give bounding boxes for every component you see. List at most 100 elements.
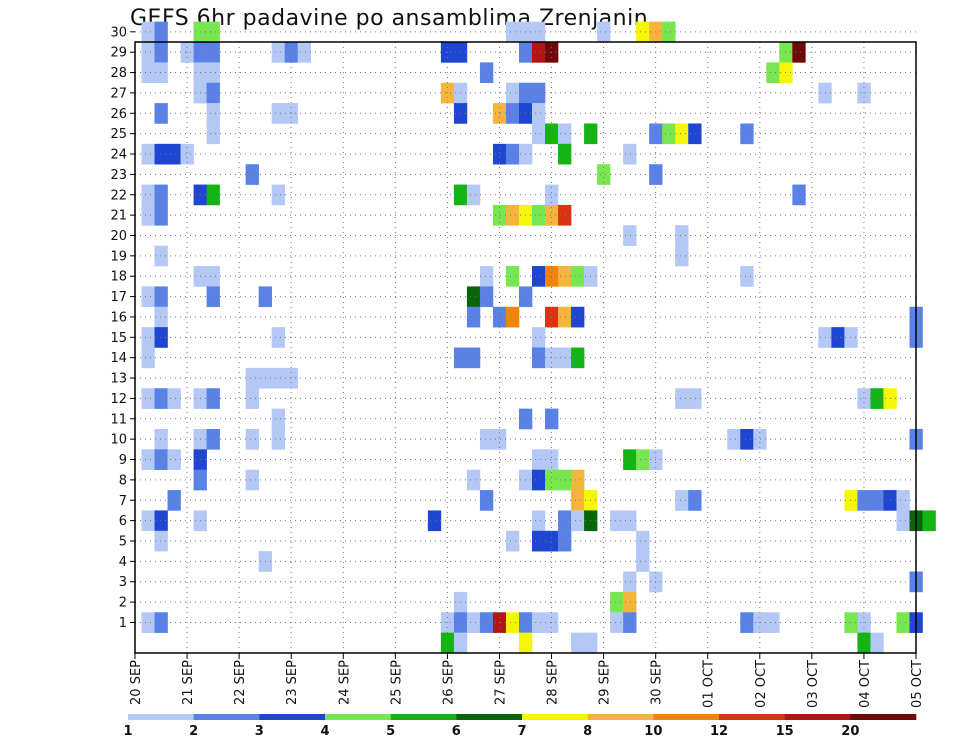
precip-cell: [154, 62, 168, 84]
precip-cell: [154, 428, 168, 450]
precip-cell: [532, 21, 546, 43]
precip-cell: [245, 388, 259, 409]
precip-cell: [154, 245, 168, 267]
colorbar-label: 3: [255, 724, 264, 739]
precip-cell: [922, 510, 936, 532]
precip-cell: [636, 449, 650, 470]
y-tick-label: 4: [119, 555, 127, 570]
precip-cell: [623, 449, 637, 470]
y-tick-label: 18: [110, 270, 127, 285]
colorbar-label: 20: [841, 724, 859, 739]
colorbar-segment: [522, 714, 588, 720]
precip-cell: [636, 530, 650, 552]
precip-cell: [154, 449, 168, 470]
y-tick-label: 27: [110, 86, 127, 101]
y-tick-label: 26: [110, 107, 127, 122]
colorbar-segment: [193, 714, 260, 720]
precip-cell: [271, 428, 285, 450]
x-tick-label: 04 OCT: [858, 660, 873, 708]
precip-cell: [688, 490, 702, 511]
precip-cell: [206, 62, 220, 84]
y-tick-label: 14: [110, 351, 127, 366]
precip-cell: [532, 327, 546, 348]
precip-cell: [532, 123, 546, 145]
colorbar-segment: [456, 714, 523, 720]
precip-cell: [831, 327, 845, 348]
precip-cell: [479, 286, 494, 308]
x-tick-label: 03 OCT: [806, 660, 821, 708]
x-tick-label: 30 SEP: [650, 660, 665, 705]
x-tick-label: 25 SEP: [389, 660, 404, 705]
y-tick-label: 2: [119, 596, 127, 611]
precip-cell: [532, 42, 546, 63]
precip-cell: [545, 408, 559, 430]
precip-cell: [479, 612, 494, 633]
precip-cell: [141, 612, 155, 633]
y-tick-label: 22: [110, 188, 127, 203]
precip-cell: [141, 327, 155, 348]
precip-cell: [492, 428, 507, 450]
precip-cell: [505, 21, 520, 43]
x-tick-label: 01 OCT: [702, 660, 717, 708]
precip-cell: [545, 123, 559, 145]
precip-cell: [896, 510, 910, 532]
precip-cell: [571, 510, 585, 532]
precip-cell: [271, 42, 285, 63]
precip-cell: [844, 327, 858, 348]
colorbar-segment: [259, 714, 326, 720]
y-tick-label: 7: [119, 494, 127, 509]
precip-cell: [167, 388, 181, 409]
precip-cell: [792, 42, 806, 63]
precip-cell: [466, 286, 481, 308]
precip-cell: [610, 591, 624, 613]
precip-cell: [688, 123, 702, 145]
precip-cell: [532, 103, 546, 124]
precip-cell: [675, 245, 689, 267]
y-tick-label: 20: [110, 229, 127, 244]
precip-cell: [792, 184, 806, 206]
x-axis: 20 SEP 21 SEP 22 SEP 23 SEP 24 SEP 25 SEP 26 S…: [129, 653, 925, 708]
precip-cell: [479, 490, 494, 511]
precip-cell: [675, 388, 689, 409]
precip-cell: [597, 164, 611, 185]
precip-cell: [558, 204, 572, 226]
colorbar-segment: [719, 714, 785, 720]
precip-cell: [141, 510, 155, 532]
precip-cell: [466, 184, 481, 206]
x-tick-label: 02 OCT: [754, 660, 769, 708]
precip-cell: [571, 490, 585, 511]
precip-cell: [545, 530, 559, 552]
precip-cell: [505, 266, 520, 287]
precip-cell: [271, 327, 285, 348]
precip-cell: [206, 184, 220, 206]
precip-cell: [870, 632, 884, 654]
precip-cell: [740, 123, 754, 145]
precip-cell: [675, 123, 689, 145]
precip-cell: [141, 388, 155, 409]
precip-cell: [610, 510, 624, 532]
precip-cell: [154, 103, 168, 124]
precip-cell: [271, 103, 285, 124]
precip-cell: [206, 103, 220, 124]
precip-cell: [492, 103, 507, 124]
precip-cell: [740, 266, 754, 287]
precip-cell: [857, 82, 871, 104]
precip-cell: [245, 469, 259, 491]
colorbar-label: 15: [776, 724, 794, 739]
precip-cell: [466, 347, 481, 369]
precip-cell: [154, 21, 168, 43]
precip-cell: [492, 143, 507, 165]
precip-cell: [518, 632, 533, 654]
precip-cell: [571, 306, 585, 328]
precip-cell: [154, 306, 168, 328]
precip-cell: [571, 266, 585, 287]
precip-cell: [636, 21, 650, 43]
precip-cell: [545, 469, 559, 491]
precip-cell: [505, 530, 520, 552]
precip-cell: [206, 388, 220, 409]
precip-cell: [141, 143, 155, 165]
precip-cell: [532, 469, 546, 491]
precip-cell: [896, 490, 910, 511]
precip-cell: [571, 632, 585, 654]
precip-cell: [532, 510, 546, 532]
